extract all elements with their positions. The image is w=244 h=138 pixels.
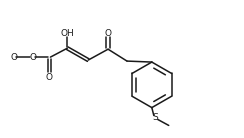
Text: O: O	[11, 53, 18, 62]
Text: S: S	[152, 113, 158, 122]
Text: OH: OH	[61, 29, 74, 38]
Text: O: O	[105, 29, 112, 38]
Text: O: O	[29, 53, 36, 62]
Text: O: O	[46, 73, 53, 82]
